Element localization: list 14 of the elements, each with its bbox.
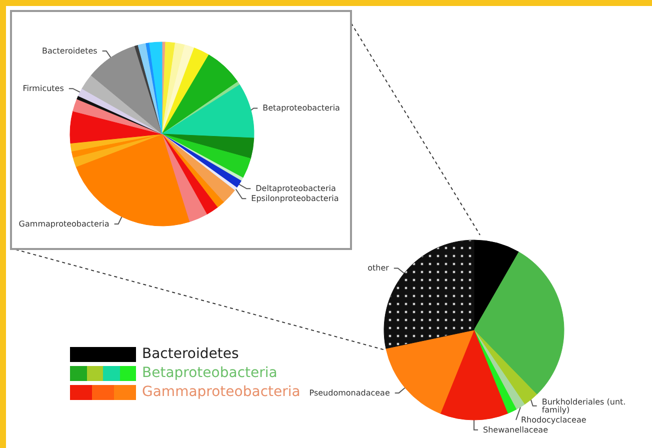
- slice-label: Epsilonproteobacteria: [251, 194, 339, 204]
- legend-label: Betaproteobacteria: [142, 365, 278, 381]
- slice-label: Gammaproteobacteria: [18, 219, 110, 228]
- slice-label: Betaproteobacteria: [262, 104, 340, 113]
- slice-label: Rhodocyclaceae: [520, 415, 586, 424]
- text: Bacteroidetes: [142, 346, 239, 362]
- slice-label: other: [368, 264, 390, 273]
- slice-label: Burkholderiales (unt. family): [542, 397, 628, 414]
- slice-label: Firmicutes: [22, 84, 64, 94]
- slice-label: Pseudomonadaceae: [309, 388, 390, 398]
- slice-label: Shewanellaceae: [483, 425, 548, 434]
- slice-label: Bacteroidetes: [42, 46, 98, 56]
- legend-label: Gammaproteobacteria: [142, 384, 300, 400]
- slice-label: Deltaproteobacteria: [256, 184, 336, 194]
